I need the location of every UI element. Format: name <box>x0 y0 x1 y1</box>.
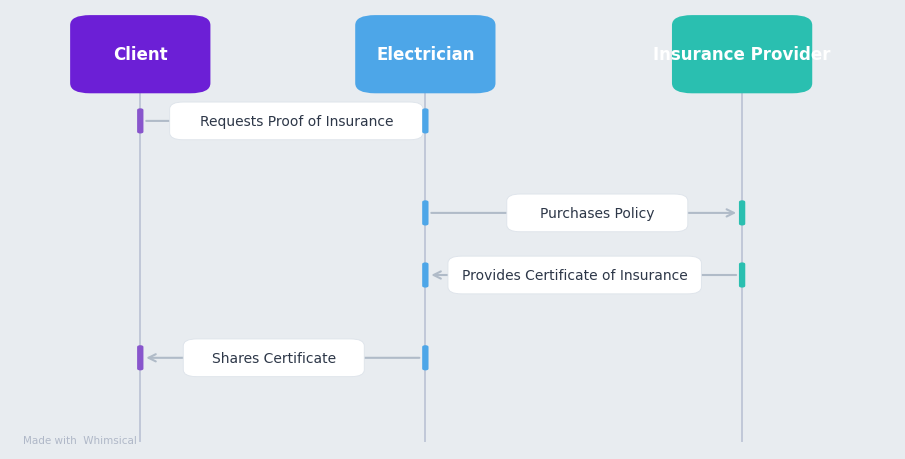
FancyBboxPatch shape <box>422 109 429 134</box>
FancyBboxPatch shape <box>738 201 746 226</box>
Text: Insurance Provider: Insurance Provider <box>653 46 831 64</box>
Text: Client: Client <box>113 46 167 64</box>
FancyBboxPatch shape <box>138 109 143 134</box>
FancyBboxPatch shape <box>183 339 364 377</box>
Text: Electrician: Electrician <box>376 46 474 64</box>
FancyBboxPatch shape <box>422 201 429 226</box>
FancyBboxPatch shape <box>170 103 424 140</box>
Text: Requests Proof of Insurance: Requests Proof of Insurance <box>200 115 393 129</box>
FancyBboxPatch shape <box>71 16 210 94</box>
FancyBboxPatch shape <box>738 263 746 288</box>
FancyBboxPatch shape <box>138 345 143 371</box>
Text: Provides Certificate of Insurance: Provides Certificate of Insurance <box>462 269 688 282</box>
FancyBboxPatch shape <box>422 345 429 371</box>
FancyBboxPatch shape <box>672 16 813 94</box>
FancyBboxPatch shape <box>448 257 701 294</box>
FancyBboxPatch shape <box>507 195 688 232</box>
FancyBboxPatch shape <box>422 263 429 288</box>
Text: Made with  Whimsical: Made with Whimsical <box>23 435 137 445</box>
FancyBboxPatch shape <box>355 16 496 94</box>
Text: Shares Certificate: Shares Certificate <box>212 351 336 365</box>
Text: Purchases Policy: Purchases Policy <box>540 207 654 220</box>
